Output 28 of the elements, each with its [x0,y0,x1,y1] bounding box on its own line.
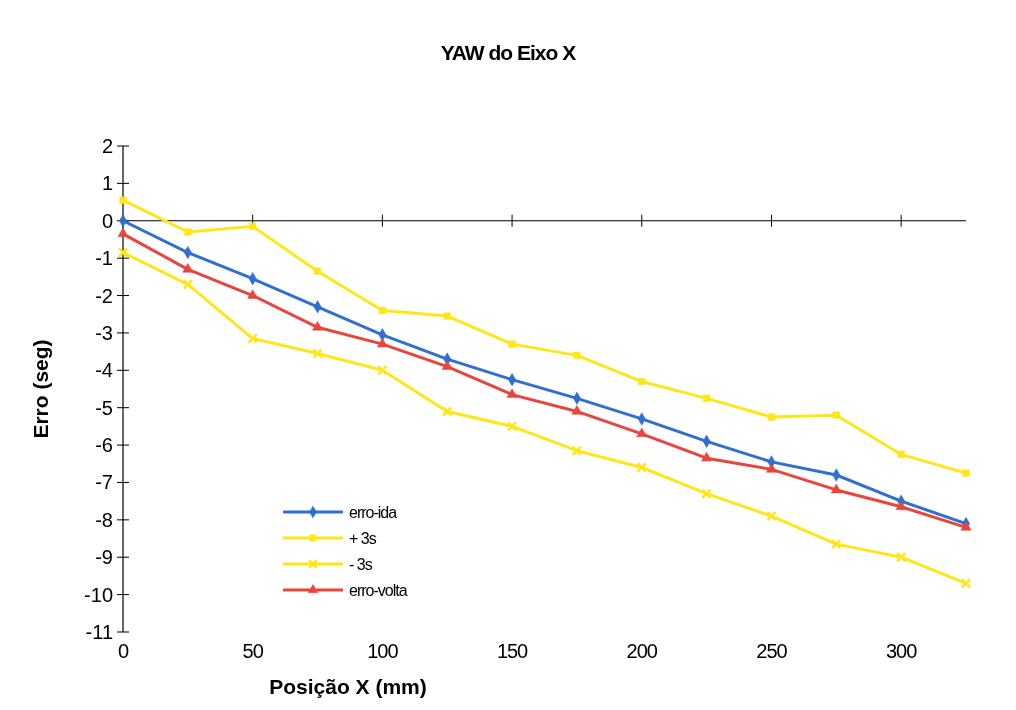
x-axis-title: Posição X (mm) [269,675,427,698]
x-tick-label: 0 [117,640,129,662]
y-tick-label: -9 [95,546,113,569]
x-tick-label: 100 [367,640,399,662]
x-tick-label: 200 [626,640,658,662]
chart-title: YAW do Eixo X [440,41,577,64]
x-tick-label: 150 [496,640,529,662]
x-tick-label: 50 [242,640,264,662]
y-tick-label: 0 [101,209,113,232]
y-tick-label: -4 [95,359,113,382]
y-axis-title: Erro (seg) [29,339,52,439]
legend-label: - 3s [349,555,373,573]
y-tick-label: -1 [95,247,113,270]
y-tick-label: -5 [95,396,113,419]
legend-label: erro-ida [349,503,398,521]
x-tick-label: 300 [885,640,918,662]
y-tick-label: -7 [95,471,113,494]
y-tick-label: -10 [84,583,113,606]
y-tick-label: -3 [95,321,113,344]
x-tick-label: 250 [756,640,788,662]
y-tick-label: -6 [95,434,113,457]
legend-label: + 3s [349,529,377,547]
y-tick-label: -8 [95,508,113,531]
y-tick-label: 1 [101,172,113,195]
y-tick-label: -11 [85,621,113,643]
y-tick-label: 2 [101,135,113,157]
y-tick-label: -2 [95,284,113,307]
legend-label: erro-volta [349,581,408,599]
